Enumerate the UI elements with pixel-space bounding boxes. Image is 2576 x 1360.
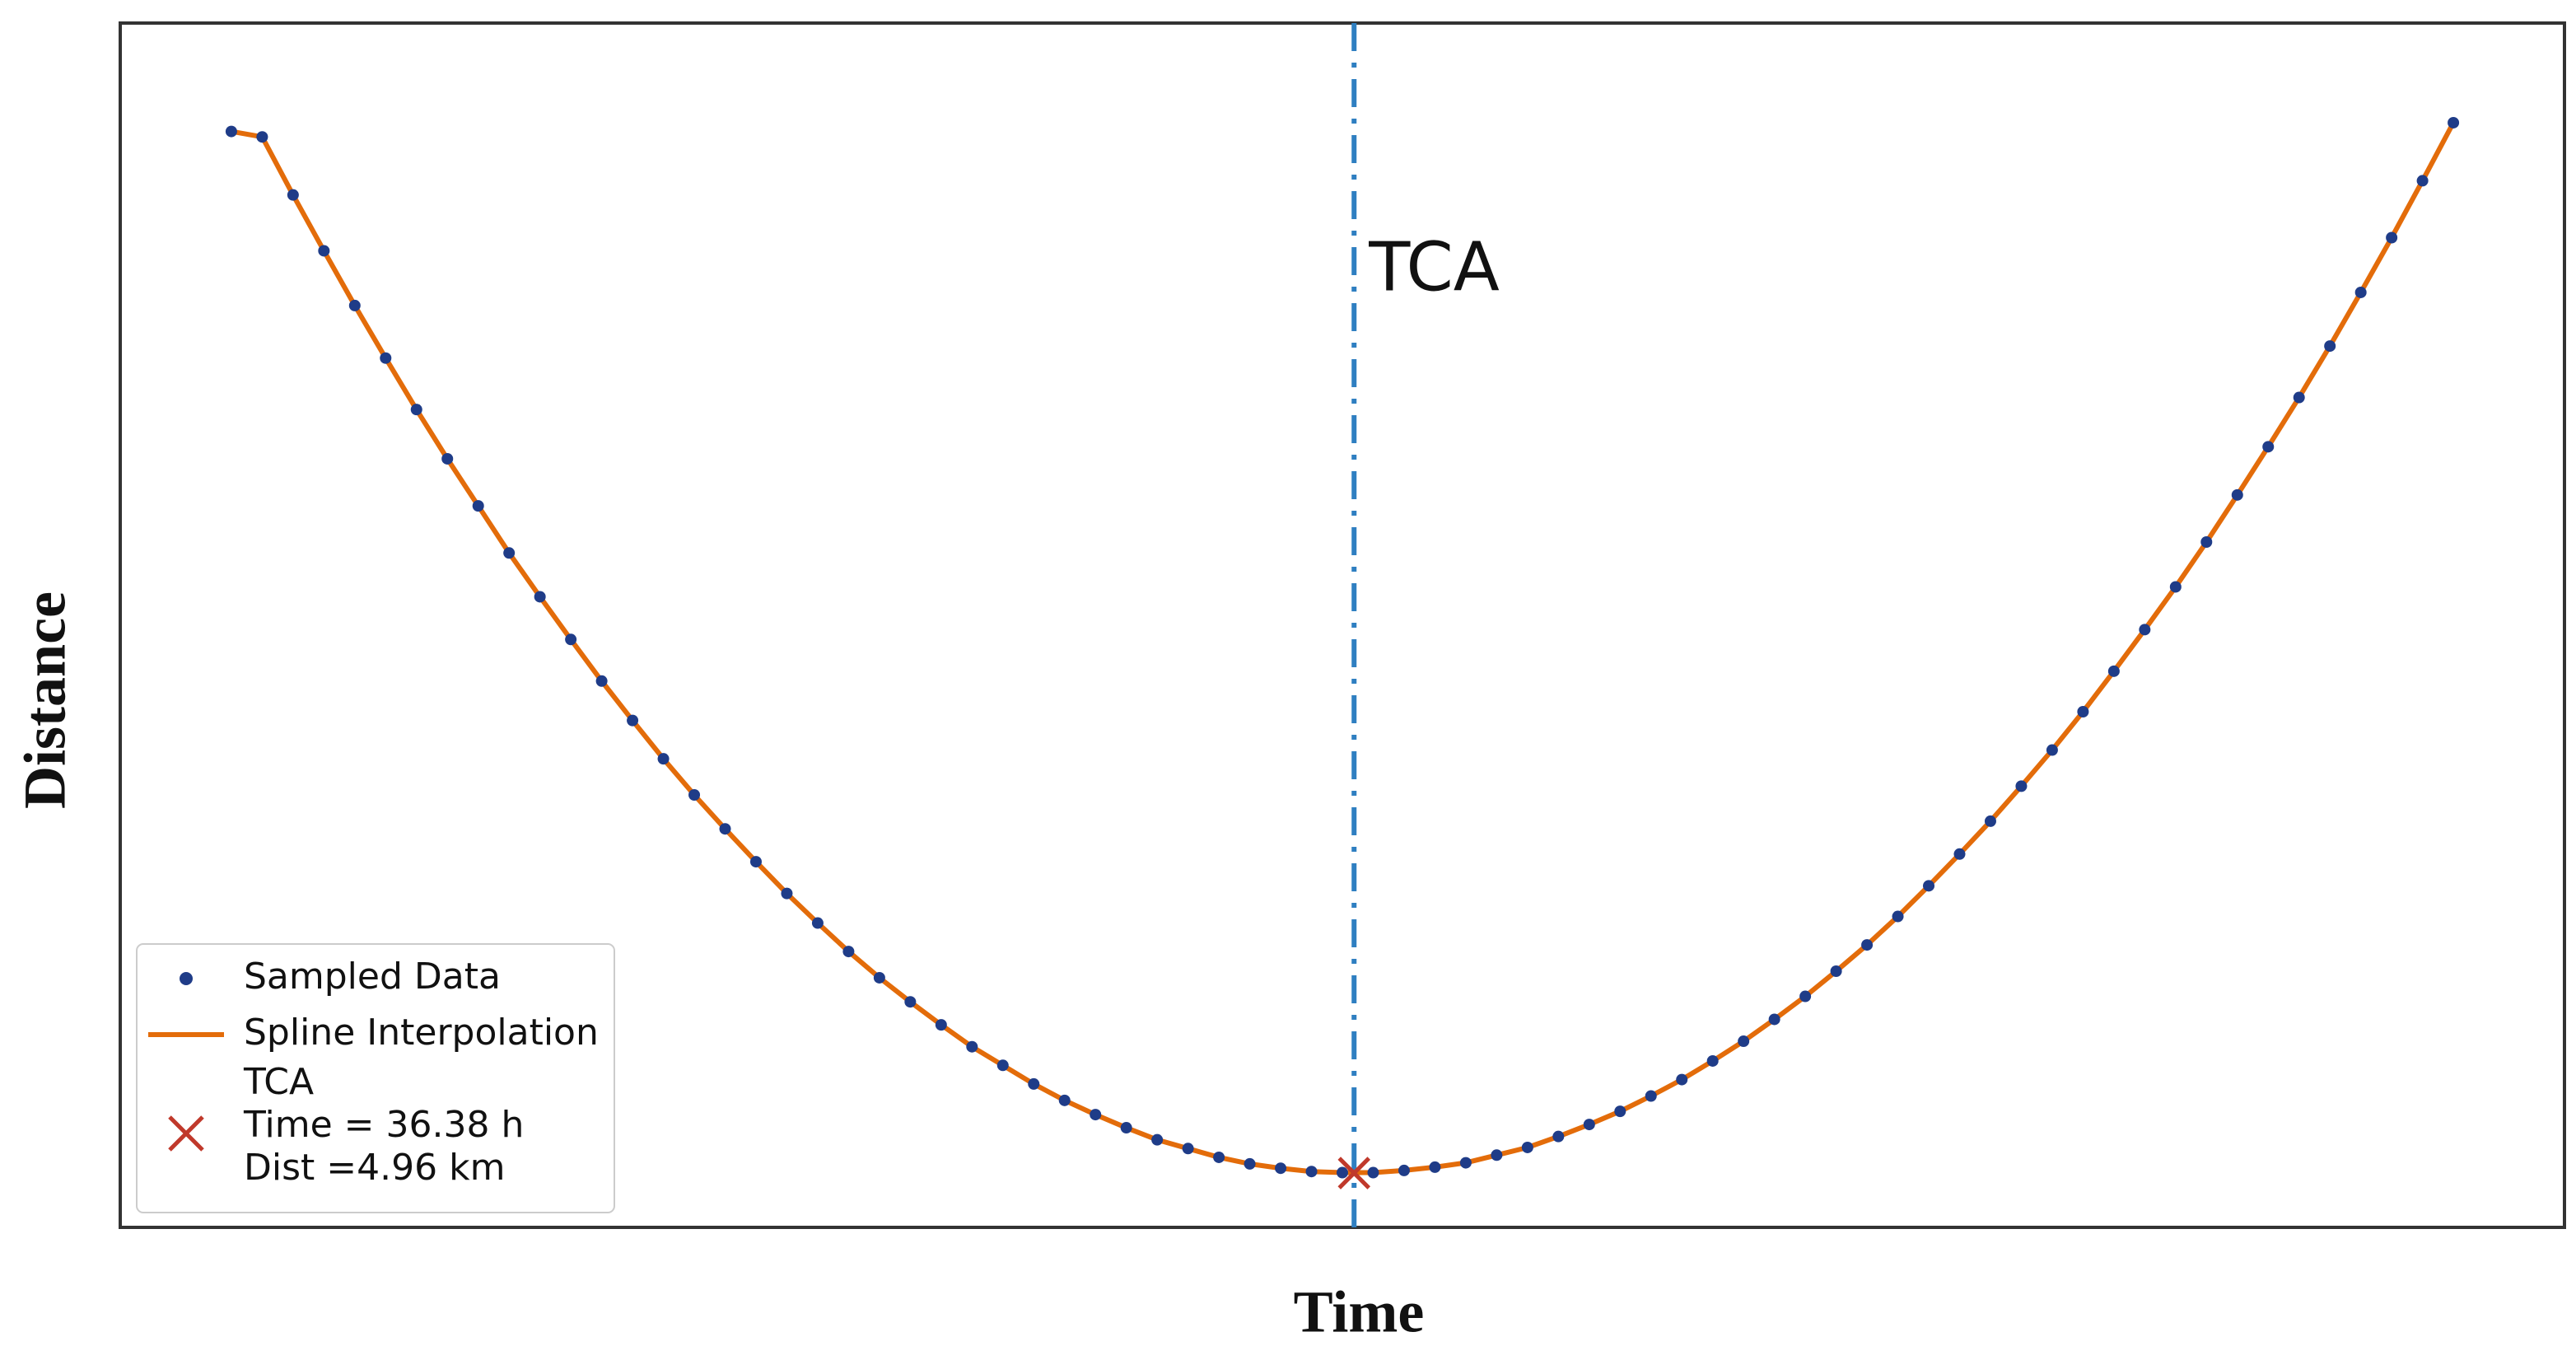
legend-box — [136, 943, 615, 1213]
data-point — [225, 125, 237, 138]
data-point — [657, 753, 670, 765]
data-point — [2200, 535, 2213, 548]
data-point — [811, 917, 824, 929]
data-point — [565, 633, 577, 646]
data-point — [1830, 965, 1842, 977]
legend: Sampled Data Spline Interpolation TCATime … — [136, 943, 615, 1213]
data-point — [380, 352, 392, 364]
data-point — [1429, 1161, 1441, 1173]
data-point — [1521, 1141, 1533, 1153]
data-point — [1706, 1054, 1719, 1067]
plot-area: TCA — [225, 23, 2460, 1227]
data-point — [1213, 1151, 1225, 1163]
data-point — [1459, 1157, 1472, 1169]
data-point — [873, 971, 885, 984]
data-point — [1923, 880, 1935, 892]
data-point — [1552, 1130, 1565, 1143]
data-point — [1120, 1122, 1132, 1134]
tca-annotation: TCA — [1368, 228, 1500, 306]
data-point — [2354, 286, 2367, 298]
data-point — [1337, 1166, 1348, 1179]
legend-swatch — [168, 1115, 204, 1152]
data-point — [1768, 1013, 1780, 1026]
legend-label: Sampled Data — [244, 956, 501, 998]
data-point — [749, 856, 762, 868]
data-point — [2386, 231, 2398, 244]
legend-swatch — [180, 972, 193, 985]
data-point — [1614, 1105, 1626, 1118]
data-point — [1583, 1119, 1595, 1131]
data-point — [1645, 1090, 1657, 1102]
x-axis-label: Time — [1294, 1279, 1425, 1345]
legend-label: Time = 36.38 h — [243, 1104, 524, 1146]
data-point — [2169, 581, 2182, 593]
data-point — [1182, 1143, 1194, 1155]
data-point — [781, 887, 793, 900]
data-point — [1738, 1035, 1750, 1048]
data-point — [1861, 939, 1874, 951]
legend-label: TCA — [243, 1061, 314, 1103]
data-point — [842, 946, 855, 958]
data-point — [1305, 1166, 1318, 1178]
data-point — [2448, 116, 2460, 129]
data-point — [2262, 441, 2275, 453]
data-point — [2231, 488, 2243, 501]
data-point — [472, 500, 484, 512]
data-point — [441, 452, 454, 465]
data-point — [1058, 1094, 1071, 1106]
data-point — [2107, 665, 2120, 677]
data-point — [1676, 1073, 1688, 1086]
tca-marker — [1337, 1157, 1371, 1189]
data-point — [1367, 1166, 1379, 1179]
data-point — [1398, 1164, 1410, 1176]
data-point — [2416, 175, 2429, 187]
data-point — [348, 299, 361, 311]
y-axis-label: Distance — [12, 591, 78, 809]
data-point — [595, 675, 608, 687]
data-point — [1244, 1157, 1256, 1170]
data-point — [996, 1059, 1009, 1072]
data-point — [2077, 705, 2089, 717]
data-point — [627, 714, 639, 727]
data-point — [1953, 848, 1966, 860]
data-point — [935, 1019, 947, 1031]
legend-label: Dist =4.96 km — [244, 1147, 505, 1189]
data-point — [318, 245, 330, 257]
data-point — [904, 996, 917, 1008]
data-point — [688, 789, 701, 802]
data-point — [1090, 1109, 1102, 1121]
data-point — [534, 591, 546, 603]
data-point — [966, 1040, 978, 1053]
legend-label: Spline Interpolation — [244, 1012, 599, 1054]
data-point — [256, 131, 268, 143]
data-point — [1984, 815, 1996, 827]
data-point — [719, 823, 731, 835]
data-point — [2139, 624, 2151, 636]
data-point — [1491, 1149, 1503, 1161]
data-point — [287, 189, 299, 201]
data-point — [410, 404, 422, 416]
data-point — [503, 547, 516, 559]
data-point — [2324, 340, 2336, 353]
data-point — [1892, 910, 1904, 923]
data-point — [1151, 1133, 1164, 1146]
data-point — [1028, 1077, 1040, 1090]
data-point — [1275, 1162, 1287, 1175]
data-point — [2046, 744, 2058, 756]
data-point — [2293, 391, 2305, 404]
data-point — [1799, 990, 1812, 1002]
data-point — [2015, 780, 2028, 792]
